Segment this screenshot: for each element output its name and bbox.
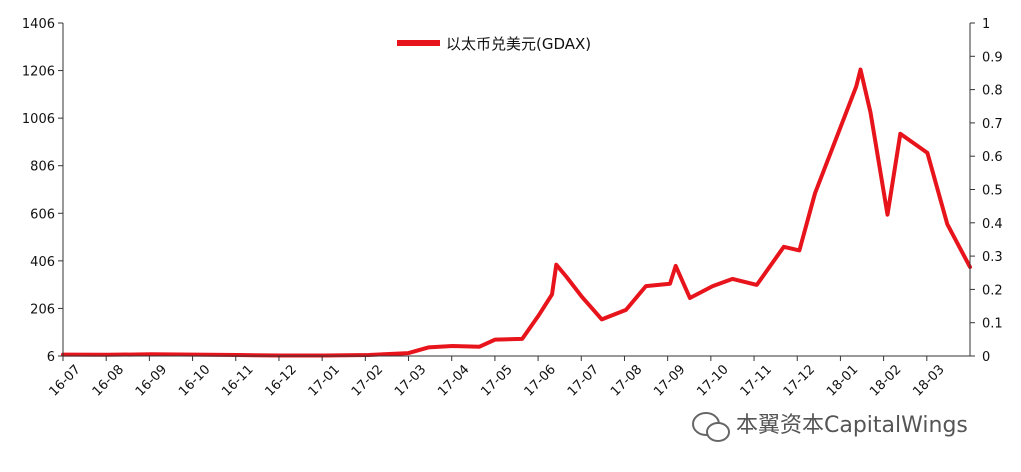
- x-tick-label: 18-03: [910, 362, 947, 399]
- x-tick-label: 17-12: [781, 362, 818, 399]
- watermark-text: 本翼资本CapitalWings: [736, 413, 968, 438]
- x-tick-label: 16-09: [133, 362, 170, 399]
- y-left-tick-label: 206: [30, 302, 55, 317]
- y-right-tick-label: 0.1: [982, 317, 1003, 332]
- y-right-tick-label: 0.2: [982, 283, 1003, 298]
- y-right-tick-label: 0.8: [982, 84, 1003, 99]
- y-right-tick-label: 1: [982, 17, 990, 32]
- x-tick-label: 17-07: [565, 362, 602, 399]
- y-right-tick-label: 0.9: [982, 50, 1003, 65]
- x-tick-label: 17-08: [608, 362, 645, 399]
- x-tick-label: 16-07: [47, 362, 84, 399]
- wechat-icon: [692, 412, 730, 442]
- y-left-tick-label: 1406: [22, 17, 55, 32]
- x-tick-label: 17-10: [694, 362, 731, 399]
- watermark: 本翼资本CapitalWings: [692, 412, 968, 442]
- x-tick-label: 18-01: [824, 362, 861, 399]
- axes: 1406 1206 1006 806 606 406 206 6 1 0.9 0.8 0.7 0.6 0.…: [22, 17, 1003, 400]
- y-left-tick-label: 6: [47, 350, 55, 365]
- y-right-tick-label: 0.3: [982, 250, 1003, 265]
- series-line: [61, 67, 972, 358]
- legend-label: 以太币兑美元(GDAX): [446, 35, 591, 53]
- x-tick-label: 17-11: [738, 362, 775, 399]
- y-right-tick-label: 0.6: [982, 150, 1003, 165]
- x-tick-label: 16-12: [262, 362, 299, 399]
- y-right-tick-label: 0.4: [982, 217, 1003, 232]
- x-tick-label: 17-04: [435, 362, 472, 399]
- x-tick-label: 16-08: [90, 362, 127, 399]
- legend: 以太币兑美元(GDAX): [397, 35, 591, 53]
- y-left-tick-label: 1006: [22, 112, 55, 127]
- x-tick-label: 17-02: [349, 362, 386, 399]
- y-right-tick-label: 0.5: [982, 184, 1003, 199]
- x-tick-label: 17-01: [306, 362, 343, 399]
- y-left-tick-label: 806: [30, 160, 55, 175]
- y-left-tick-label: 406: [30, 255, 55, 270]
- y-left-tick-label: 606: [30, 207, 55, 222]
- y-right-tick-label: 0: [982, 350, 990, 365]
- x-tick-label: 17-09: [651, 362, 688, 399]
- x-tick-label: 17-05: [478, 362, 515, 399]
- x-tick-label: 16-10: [176, 362, 213, 399]
- x-tick-label: 16-11: [219, 362, 256, 399]
- x-tick-label: 17-06: [522, 362, 559, 399]
- y-right-tick-label: 0.7: [982, 117, 1003, 132]
- x-tick-label: 18-02: [867, 362, 904, 399]
- plot-area: [61, 67, 972, 358]
- y-left-tick-label: 1206: [22, 65, 55, 80]
- x-tick-label: 17-03: [392, 362, 429, 399]
